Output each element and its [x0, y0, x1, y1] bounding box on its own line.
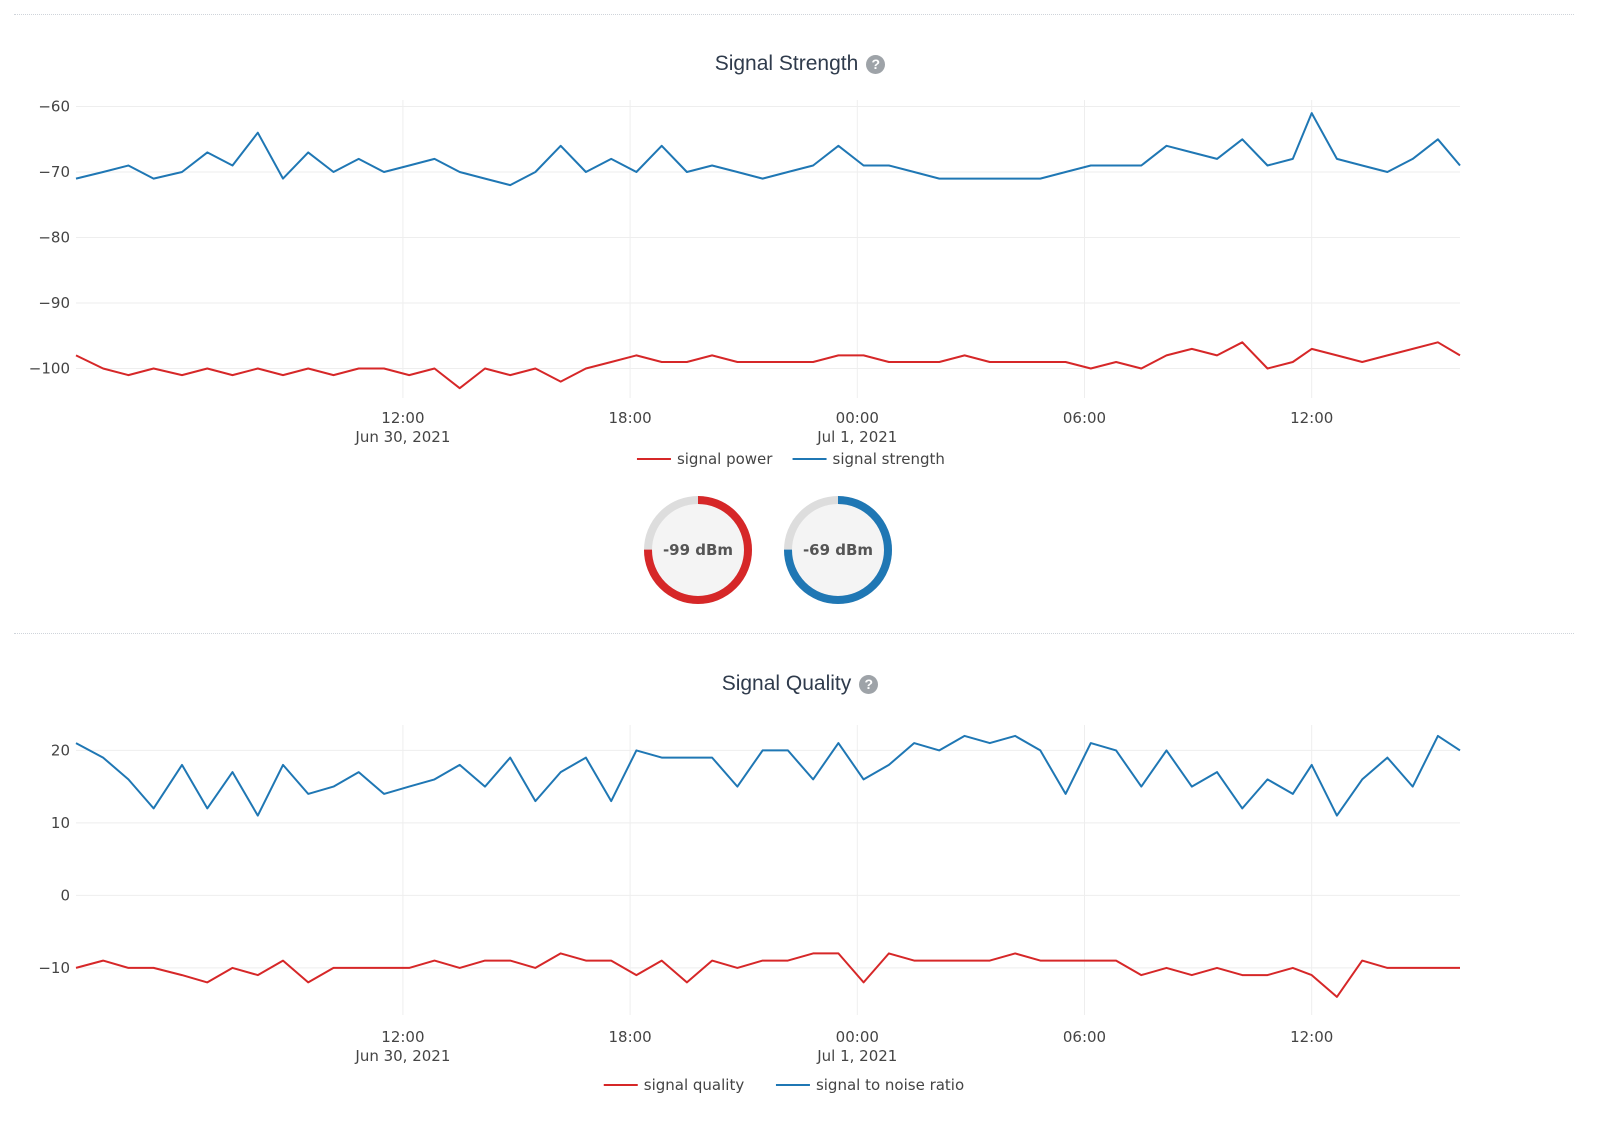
gauge-label-strength: -69 dBm	[803, 541, 873, 559]
gauge-label-power: -99 dBm	[663, 541, 733, 559]
legend-item-label[interactable]: signal power	[677, 450, 773, 468]
y-tick-label: −70	[38, 163, 70, 181]
legend-item-label[interactable]: signal to noise ratio	[816, 1076, 964, 1094]
y-tick-label: −80	[38, 229, 70, 247]
x-tick-date-label: Jul 1, 2021	[816, 428, 897, 446]
x-tick-date-label: Jun 30, 2021	[354, 1047, 450, 1065]
series-line-signal-to-noise-ratio[interactable]	[75, 734, 1461, 817]
y-tick-label: −60	[38, 98, 70, 116]
x-tick-date-label: Jun 30, 2021	[354, 428, 450, 446]
y-tick-label: 0	[60, 886, 70, 904]
chart-title-text: Signal Strength	[714, 52, 859, 75]
x-tick-date-label: Jul 1, 2021	[816, 1047, 897, 1065]
y-tick-label: −10	[38, 959, 70, 977]
signal-power-gauge: -99 dBm	[644, 496, 752, 604]
legend-item-label[interactable]: signal quality	[644, 1076, 745, 1094]
x-tick-label: 12:00	[1290, 409, 1333, 427]
x-tick-label: 00:00	[836, 409, 879, 427]
x-tick-label: 12:00	[1290, 1028, 1333, 1046]
chart-title-quality: Signal Quality?	[0, 672, 1600, 696]
chart-title-text: Signal Quality	[721, 672, 852, 695]
series-line-signal-strength[interactable]	[75, 112, 1461, 187]
chart-title-strength: Signal Strength?	[0, 52, 1600, 76]
x-tick-label: 00:00	[836, 1028, 879, 1046]
series-line-signal-quality[interactable]	[75, 952, 1460, 998]
y-tick-label: 10	[51, 814, 70, 832]
signal-strength-gauge: -69 dBm	[784, 496, 892, 604]
top-divider	[14, 14, 1574, 15]
question-circle-icon[interactable]: ?	[859, 675, 879, 694]
x-tick-label: 18:00	[608, 409, 651, 427]
middle-divider	[14, 633, 1574, 634]
x-tick-label: 18:00	[608, 1028, 651, 1046]
y-tick-label: −100	[29, 360, 70, 378]
x-tick-label: 12:00	[381, 409, 424, 427]
question-circle-icon[interactable]: ?	[866, 55, 886, 74]
x-tick-label: 06:00	[1063, 1028, 1106, 1046]
legend-item-label[interactable]: signal strength	[833, 450, 945, 468]
y-tick-label: 20	[51, 741, 70, 759]
y-tick-label: −90	[38, 294, 70, 312]
series-line-signal-power[interactable]	[75, 341, 1461, 390]
x-tick-label: 12:00	[381, 1028, 424, 1046]
x-tick-label: 06:00	[1063, 409, 1106, 427]
gauge-arc-strength	[784, 496, 892, 604]
gauge-arc-power	[644, 496, 752, 604]
